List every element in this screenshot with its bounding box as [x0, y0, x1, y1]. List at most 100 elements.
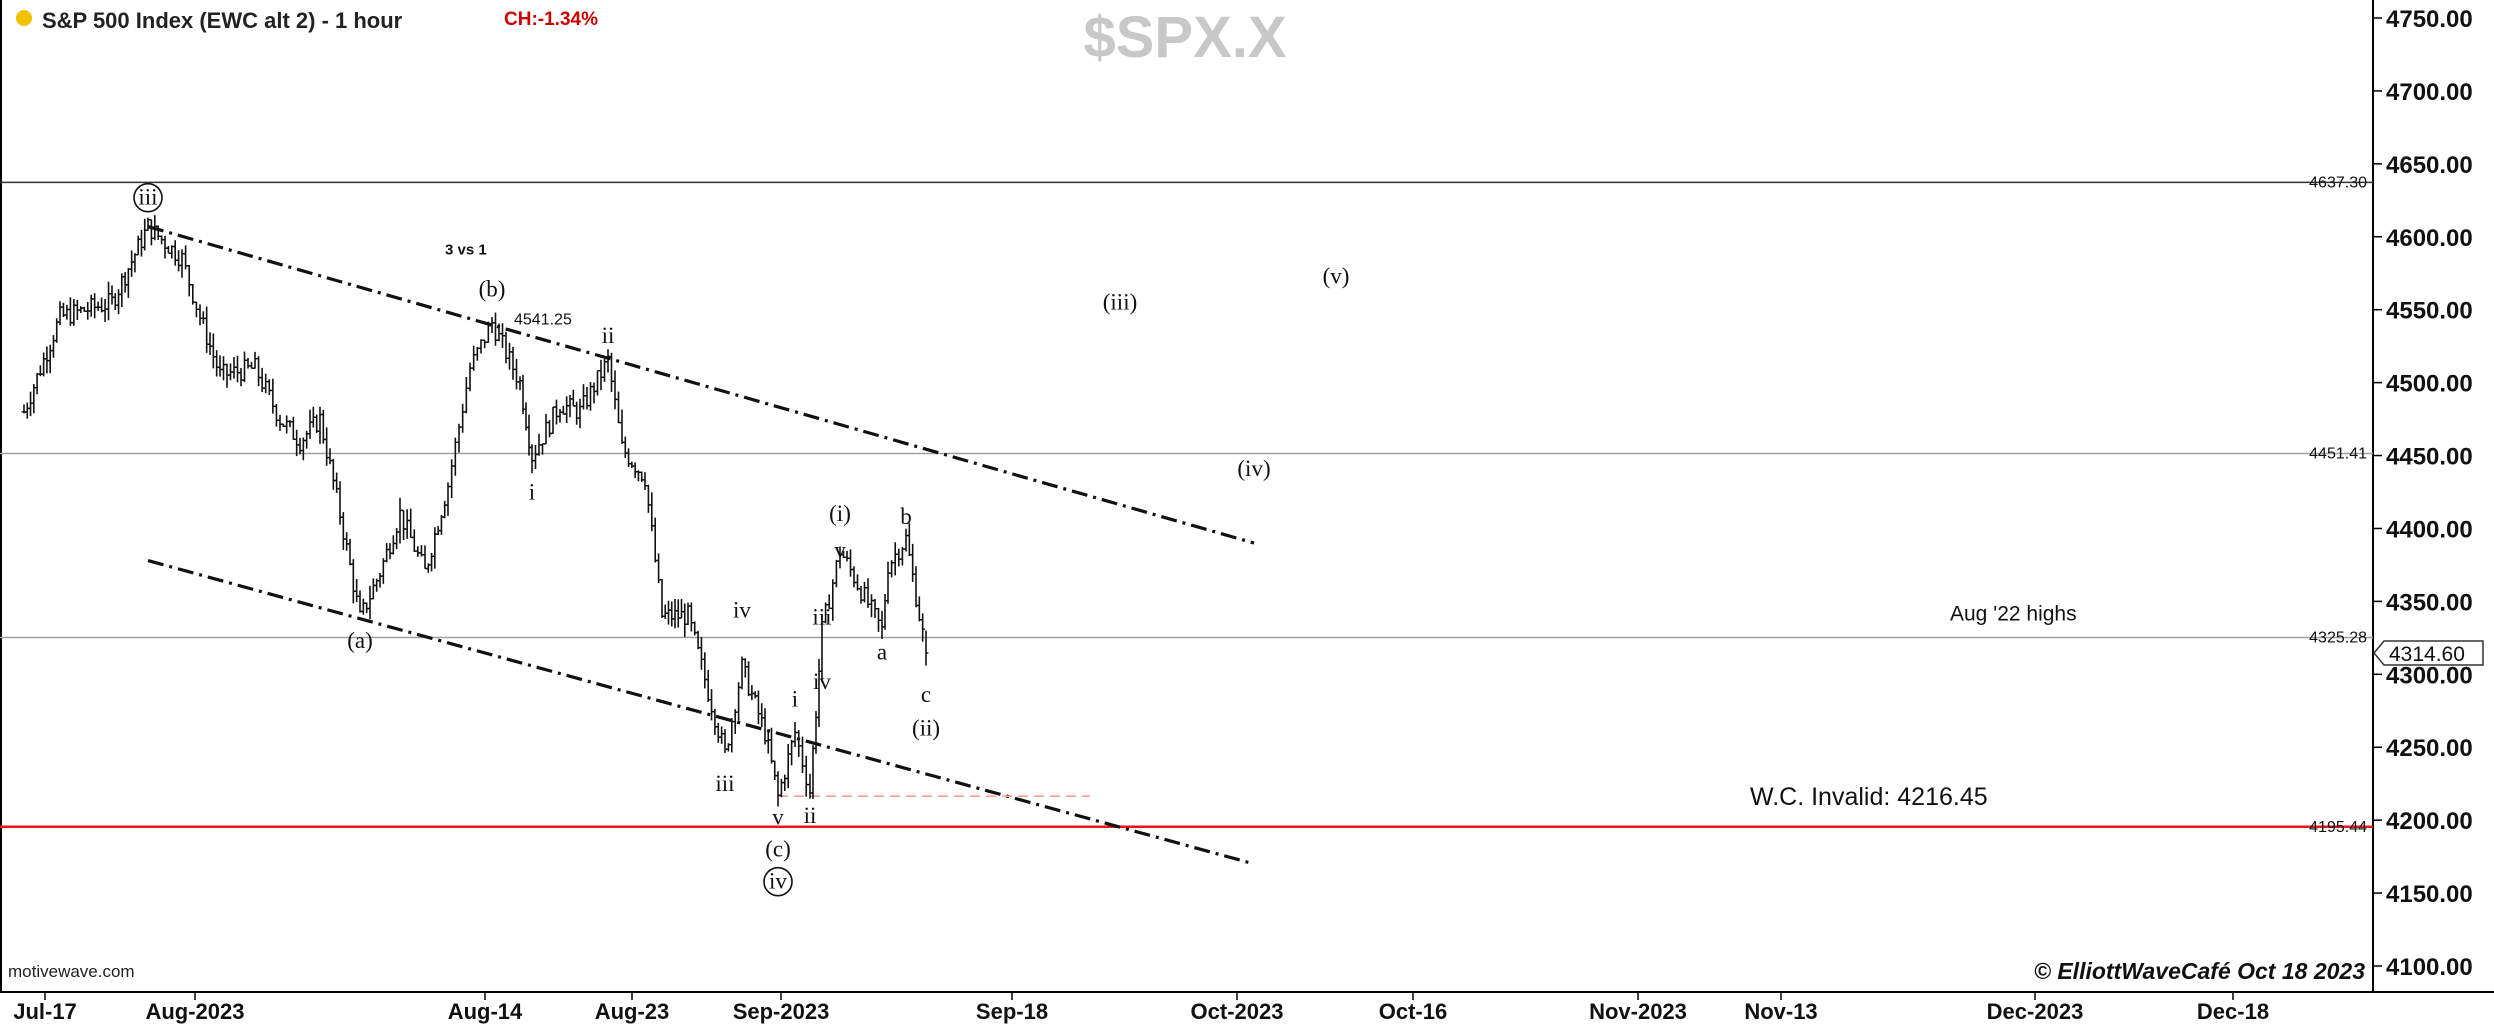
ohlc-bar-205: [719, 726, 725, 744]
ohlc-bar-28: [116, 289, 121, 315]
wave-label-text-7: v: [772, 805, 784, 830]
wave-label-text-13: iv: [813, 669, 831, 694]
ohlc-bar-64: [238, 367, 244, 387]
ohlc-bar-219: [765, 731, 771, 754]
ohlc-bar-253: [882, 593, 888, 630]
high-price-annotation: 4541.25: [514, 311, 572, 328]
ohlc-bar-223: [779, 778, 784, 798]
ohlc-bar-86: [314, 414, 320, 433]
ohlc-bar-116: [415, 546, 421, 557]
ohlc-bar-239: [834, 559, 839, 588]
ohlc-bar-145: [517, 376, 523, 391]
ohlc-bar-84: [307, 409, 313, 439]
ohlc-bar-150: [533, 444, 538, 469]
ohlc-bar-135: [482, 339, 488, 349]
ohlc-bar-185: [652, 517, 658, 563]
ohlc-bar-221: [772, 760, 778, 781]
ohlc-bar-254: [885, 561, 891, 604]
trendline-0: [147, 225, 1255, 545]
ohlc-bar-224: [782, 774, 788, 791]
ohlc-bar-162: [574, 401, 580, 425]
ohlc-bar-89: [324, 427, 330, 466]
ohlc-bar-33: [132, 253, 138, 273]
ohlc-bar-94: [340, 512, 346, 550]
ohlc-bar-174: [616, 391, 621, 424]
ohlc-bar-55: [207, 332, 213, 356]
ohlc-bar-228: [796, 730, 802, 757]
wave-label-15: v: [834, 538, 846, 563]
ohlc-bar-103: [370, 578, 376, 600]
ohlc-bar-222: [775, 771, 781, 807]
ohlc-bar-128: [456, 423, 462, 453]
time-axis[interactable]: Jul-17 Aug-2023 Aug-14 Aug-23 Sep-2023 Sep-18…: [13, 992, 2269, 1024]
y-tick-label-13: 4100.00: [2386, 954, 2473, 981]
ohlc-bar-1: [24, 402, 30, 419]
ohlc-bar-186: [656, 553, 661, 584]
wave-label-text-20: (iii): [1103, 290, 1138, 315]
wave-label-8: (c): [765, 837, 791, 862]
wave-label-9: iv: [763, 866, 793, 897]
wave-label-6: iii: [715, 771, 734, 796]
wave-label-0: iii: [133, 182, 163, 213]
ohlc-bar-225: [785, 743, 791, 789]
x-tick-label-5: Sep-18: [976, 999, 1048, 1024]
y-tick-label-11: 4200.00: [2386, 808, 2473, 835]
ohlc-bar-97: [350, 559, 356, 604]
ohlc-bar-248: [865, 578, 871, 608]
ohlc-bar-208: [729, 718, 735, 753]
price-axis[interactable]: 4750.00 4700.00 4650.00 4600.00 4550.00 4500.…: [2373, 6, 2473, 981]
ohlc-bar-143: [510, 346, 516, 380]
wave-label-5: iv: [733, 597, 751, 622]
wave-label-7: v: [772, 805, 784, 830]
ohlc-bar-52: [197, 304, 203, 326]
ohlc-bar-132: [471, 345, 477, 371]
status-dot-icon: [16, 10, 32, 26]
ohlc-bar-42: [162, 235, 168, 259]
ratio-annotation: 3 vs 1: [445, 241, 487, 258]
ohlc-bar-17: [78, 306, 84, 313]
ohlc-bar-265: [925, 630, 929, 666]
ohlc-bar-74: [274, 404, 279, 427]
ohlc-bar-118: [422, 545, 428, 570]
ohlc-bar-126: [449, 459, 455, 499]
ohlc-bar-155: [550, 406, 556, 435]
y-tick-label-2: 4650.00: [2386, 152, 2473, 179]
wave-label-text-15: v: [834, 538, 846, 563]
ohlc-bar-256: [892, 542, 898, 576]
wave-label-text-14: (i): [829, 501, 851, 526]
ohlc-bar-111: [397, 497, 403, 544]
wave-label-text-16: a: [877, 640, 887, 665]
ohlc-bar-257: [896, 548, 902, 567]
y-tick-label-7: 4400.00: [2386, 516, 2473, 543]
ohlc-bar-4: [34, 373, 40, 395]
wave-label-text-10: i: [792, 686, 798, 711]
ohlc-bar-15: [71, 299, 77, 326]
ohlc-bar-264: [920, 613, 926, 642]
ohlc-bar-212: [742, 658, 748, 678]
ohlc-bar-147: [523, 402, 529, 431]
ohlc-bar-188: [662, 604, 668, 619]
ohlc-bar-93: [337, 481, 343, 525]
wave-label-17: b: [900, 504, 912, 529]
ohlc-bar-130: [463, 376, 469, 414]
ohlc-bar-129: [460, 403, 466, 433]
ohlc-bar-49: [186, 264, 192, 297]
ohlc-bar-27: [112, 293, 118, 310]
ohlc-bar-57: [214, 350, 220, 377]
wave-label-text-18: c: [921, 682, 931, 707]
ohlc-bar-14: [68, 297, 73, 326]
ohlc-bar-59: [221, 356, 226, 381]
wave-label-12: iii: [812, 605, 831, 630]
ohlc-bar-156: [554, 399, 559, 425]
aug22-highs-annotation: Aug '22 highs: [1950, 602, 2077, 625]
wave-label-text-6: iii: [715, 771, 734, 796]
ohlc-bar-112: [401, 509, 406, 541]
trendline-1: [147, 559, 1255, 866]
ohlc-bar-58: [217, 355, 223, 377]
wave-label-text-4: (a): [347, 628, 373, 653]
ohlc-bar-168: [595, 369, 600, 396]
ohlc-bar-88: [320, 409, 326, 444]
ohlc-bar-146: [520, 374, 526, 415]
ohlc-bar-21: [92, 293, 98, 319]
